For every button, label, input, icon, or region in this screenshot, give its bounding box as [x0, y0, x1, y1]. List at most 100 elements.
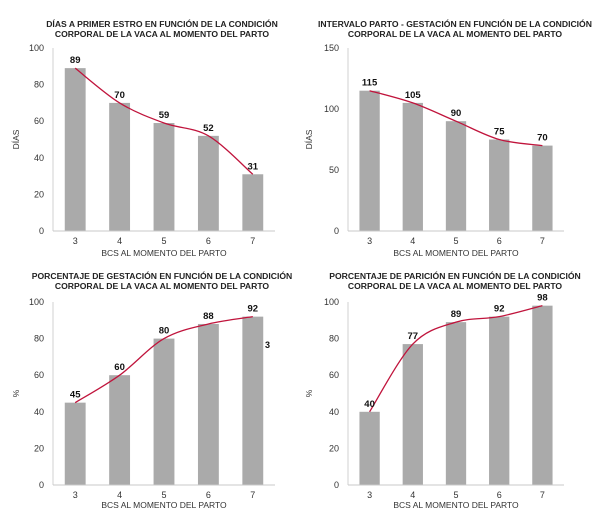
x-tick-label: 4 [117, 236, 122, 246]
data-label-4: 60 [114, 362, 125, 373]
chart-title-line: CORPORAL DE LA VACA AL MOMENTO DEL PARTO [348, 281, 563, 291]
bar-4 [109, 102, 131, 232]
x-axis-label: BCS AL MOMENTO DEL PARTO [101, 248, 227, 258]
x-tick-label: 3 [73, 236, 78, 246]
y-tick-label: 0 [334, 480, 339, 490]
bar-4 [402, 344, 423, 485]
data-label-6: 75 [494, 127, 505, 138]
x-tick-label: 4 [117, 490, 122, 500]
chart-title-line: CORPORAL DE LA VACA AL MOMENTO DEL PARTO [55, 29, 270, 39]
x-tick-label: 6 [497, 490, 502, 500]
y-tick-label: 60 [329, 370, 339, 380]
y-tick-label: 60 [34, 370, 44, 380]
chart-title-line: CORPORAL DE LA VACA AL MOMENTO DEL PARTO [348, 29, 563, 39]
trend-line [369, 305, 543, 413]
bar-3 [64, 68, 86, 231]
x-tick-label: 5 [161, 236, 166, 246]
y-tick-label: 100 [29, 43, 44, 53]
annotation-label: 3 [265, 340, 270, 350]
x-tick-label: 4 [410, 236, 415, 246]
bar-5 [153, 338, 175, 485]
trend-line [369, 90, 543, 147]
trend-line [74, 67, 254, 175]
data-label-6: 52 [203, 123, 214, 134]
bar-5 [445, 322, 467, 485]
x-tick-label: 7 [540, 236, 545, 246]
data-label-5: 80 [159, 326, 170, 337]
bar-7 [532, 305, 553, 485]
bar-7 [242, 174, 264, 231]
y-tick-label: 20 [34, 189, 44, 199]
trend-line [74, 315, 253, 404]
bar-6 [489, 139, 510, 231]
bar-6 [197, 135, 219, 231]
bar-6 [489, 316, 510, 485]
x-tick-label: 6 [206, 490, 211, 500]
y-tick-label: 40 [34, 153, 44, 163]
bar-4 [109, 375, 131, 485]
y-tick-label: 40 [34, 407, 44, 417]
data-label-5: 89 [451, 309, 462, 320]
x-tick-label: 6 [497, 236, 502, 246]
data-label-5: 59 [159, 110, 170, 121]
y-tick-label: 150 [324, 43, 339, 53]
data-label-3: 40 [364, 399, 375, 410]
bar-7 [242, 316, 264, 485]
chart-title-line: PORCENTAJE DE GESTACIÓN EN FUNCIÓN DE LA… [32, 270, 293, 281]
y-tick-label: 40 [329, 407, 339, 417]
y-tick-label: 80 [34, 80, 44, 90]
data-label-3: 45 [70, 390, 81, 401]
y-axis-label: DÍAS [11, 129, 21, 149]
y-axis-label: % [11, 389, 21, 397]
x-tick-label: 7 [250, 236, 255, 246]
data-label-4: 70 [114, 90, 125, 101]
x-tick-label: 3 [367, 236, 372, 246]
bar-6 [197, 323, 219, 485]
y-axis-label: DÍAS [304, 129, 314, 149]
data-label-5: 90 [451, 108, 462, 119]
data-label-4: 77 [408, 331, 419, 342]
bar-3 [64, 402, 86, 485]
data-label-6: 92 [494, 304, 505, 315]
x-axis-label: BCS AL MOMENTO DEL PARTO [101, 500, 227, 510]
bar-5 [153, 123, 175, 231]
bar-5 [445, 121, 467, 231]
y-tick-label: 100 [29, 297, 44, 307]
data-label-7: 31 [248, 161, 259, 172]
y-axis-label: % [304, 389, 314, 397]
x-tick-label: 4 [410, 490, 415, 500]
y-tick-label: 0 [334, 226, 339, 236]
data-label-7: 70 [537, 133, 548, 144]
data-label-3: 89 [70, 55, 81, 66]
data-label-7: 98 [537, 293, 548, 304]
x-tick-label: 3 [73, 490, 78, 500]
x-tick-label: 7 [250, 490, 255, 500]
x-tick-label: 5 [453, 490, 458, 500]
x-tick-label: 6 [206, 236, 211, 246]
y-tick-label: 80 [34, 334, 44, 344]
y-tick-label: 80 [329, 334, 339, 344]
x-tick-label: 5 [161, 490, 166, 500]
x-axis-label: BCS AL MOMENTO DEL PARTO [393, 248, 519, 258]
y-tick-label: 50 [329, 165, 339, 175]
data-label-7: 92 [248, 304, 259, 315]
bar-7 [532, 145, 553, 231]
bar-3 [359, 90, 380, 231]
y-tick-label: 20 [34, 443, 44, 453]
y-tick-label: 60 [34, 116, 44, 126]
bar-4 [402, 102, 423, 232]
chart-title-line: INTERVALO PARTO - GESTACIÓN EN FUNCIÓN D… [318, 18, 592, 29]
chart-title-line: PORCENTAJE DE PARICIÓN EN FUNCIÓN DE LA … [329, 270, 580, 281]
data-label-4: 105 [405, 90, 422, 101]
y-tick-label: 100 [324, 104, 339, 114]
data-label-6: 88 [203, 311, 214, 322]
y-tick-label: 20 [329, 443, 339, 453]
x-axis-label: BCS AL MOMENTO DEL PARTO [393, 500, 519, 510]
data-label-3: 115 [362, 78, 378, 89]
x-tick-label: 3 [367, 490, 372, 500]
y-tick-label: 100 [324, 297, 339, 307]
x-tick-label: 7 [540, 490, 545, 500]
x-tick-label: 5 [453, 236, 458, 246]
